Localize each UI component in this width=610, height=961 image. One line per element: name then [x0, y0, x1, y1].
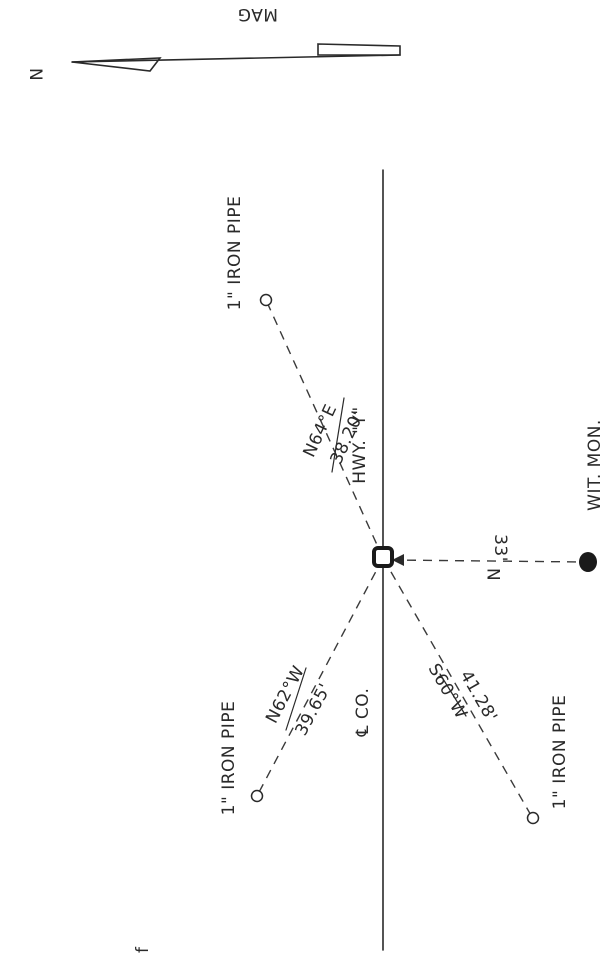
- monument-ne: 1" IRON PIPE: [225, 196, 245, 311]
- iron-pipe-sw-marker: [526, 811, 540, 825]
- tie-arrowhead: [392, 554, 404, 566]
- witness-monument-marker: [579, 552, 597, 572]
- bearing-n: N: [485, 567, 505, 580]
- center-point-marker: [372, 546, 394, 568]
- distance-n: 33': [490, 534, 510, 562]
- iron-pipe-ne-marker: [259, 293, 273, 307]
- iron-pipe-nw-marker: [250, 789, 264, 803]
- bearing-ne-underline: [331, 397, 345, 473]
- magnetic-label: MAG: [237, 4, 278, 24]
- north-arrow-letter: N: [25, 68, 45, 81]
- bearing-nw-underline: [285, 667, 307, 731]
- margin-mark: f: [133, 946, 153, 953]
- north-arrow: N MAG: [25, 4, 401, 81]
- bearing-sw-underline: [439, 673, 467, 717]
- monument-sw: 1" IRON PIPE: [550, 695, 570, 810]
- tie-line-nw: [256, 557, 384, 797]
- tie-line-sw: [382, 557, 533, 818]
- witness-monument-label: WIT. MON.: [585, 419, 605, 511]
- tie-line-n: [390, 559, 587, 563]
- monument-nw: 1" IRON PIPE: [219, 701, 239, 816]
- road-label: HWY. "Y": [350, 406, 370, 483]
- county-label: ℄ CO.: [353, 688, 373, 738]
